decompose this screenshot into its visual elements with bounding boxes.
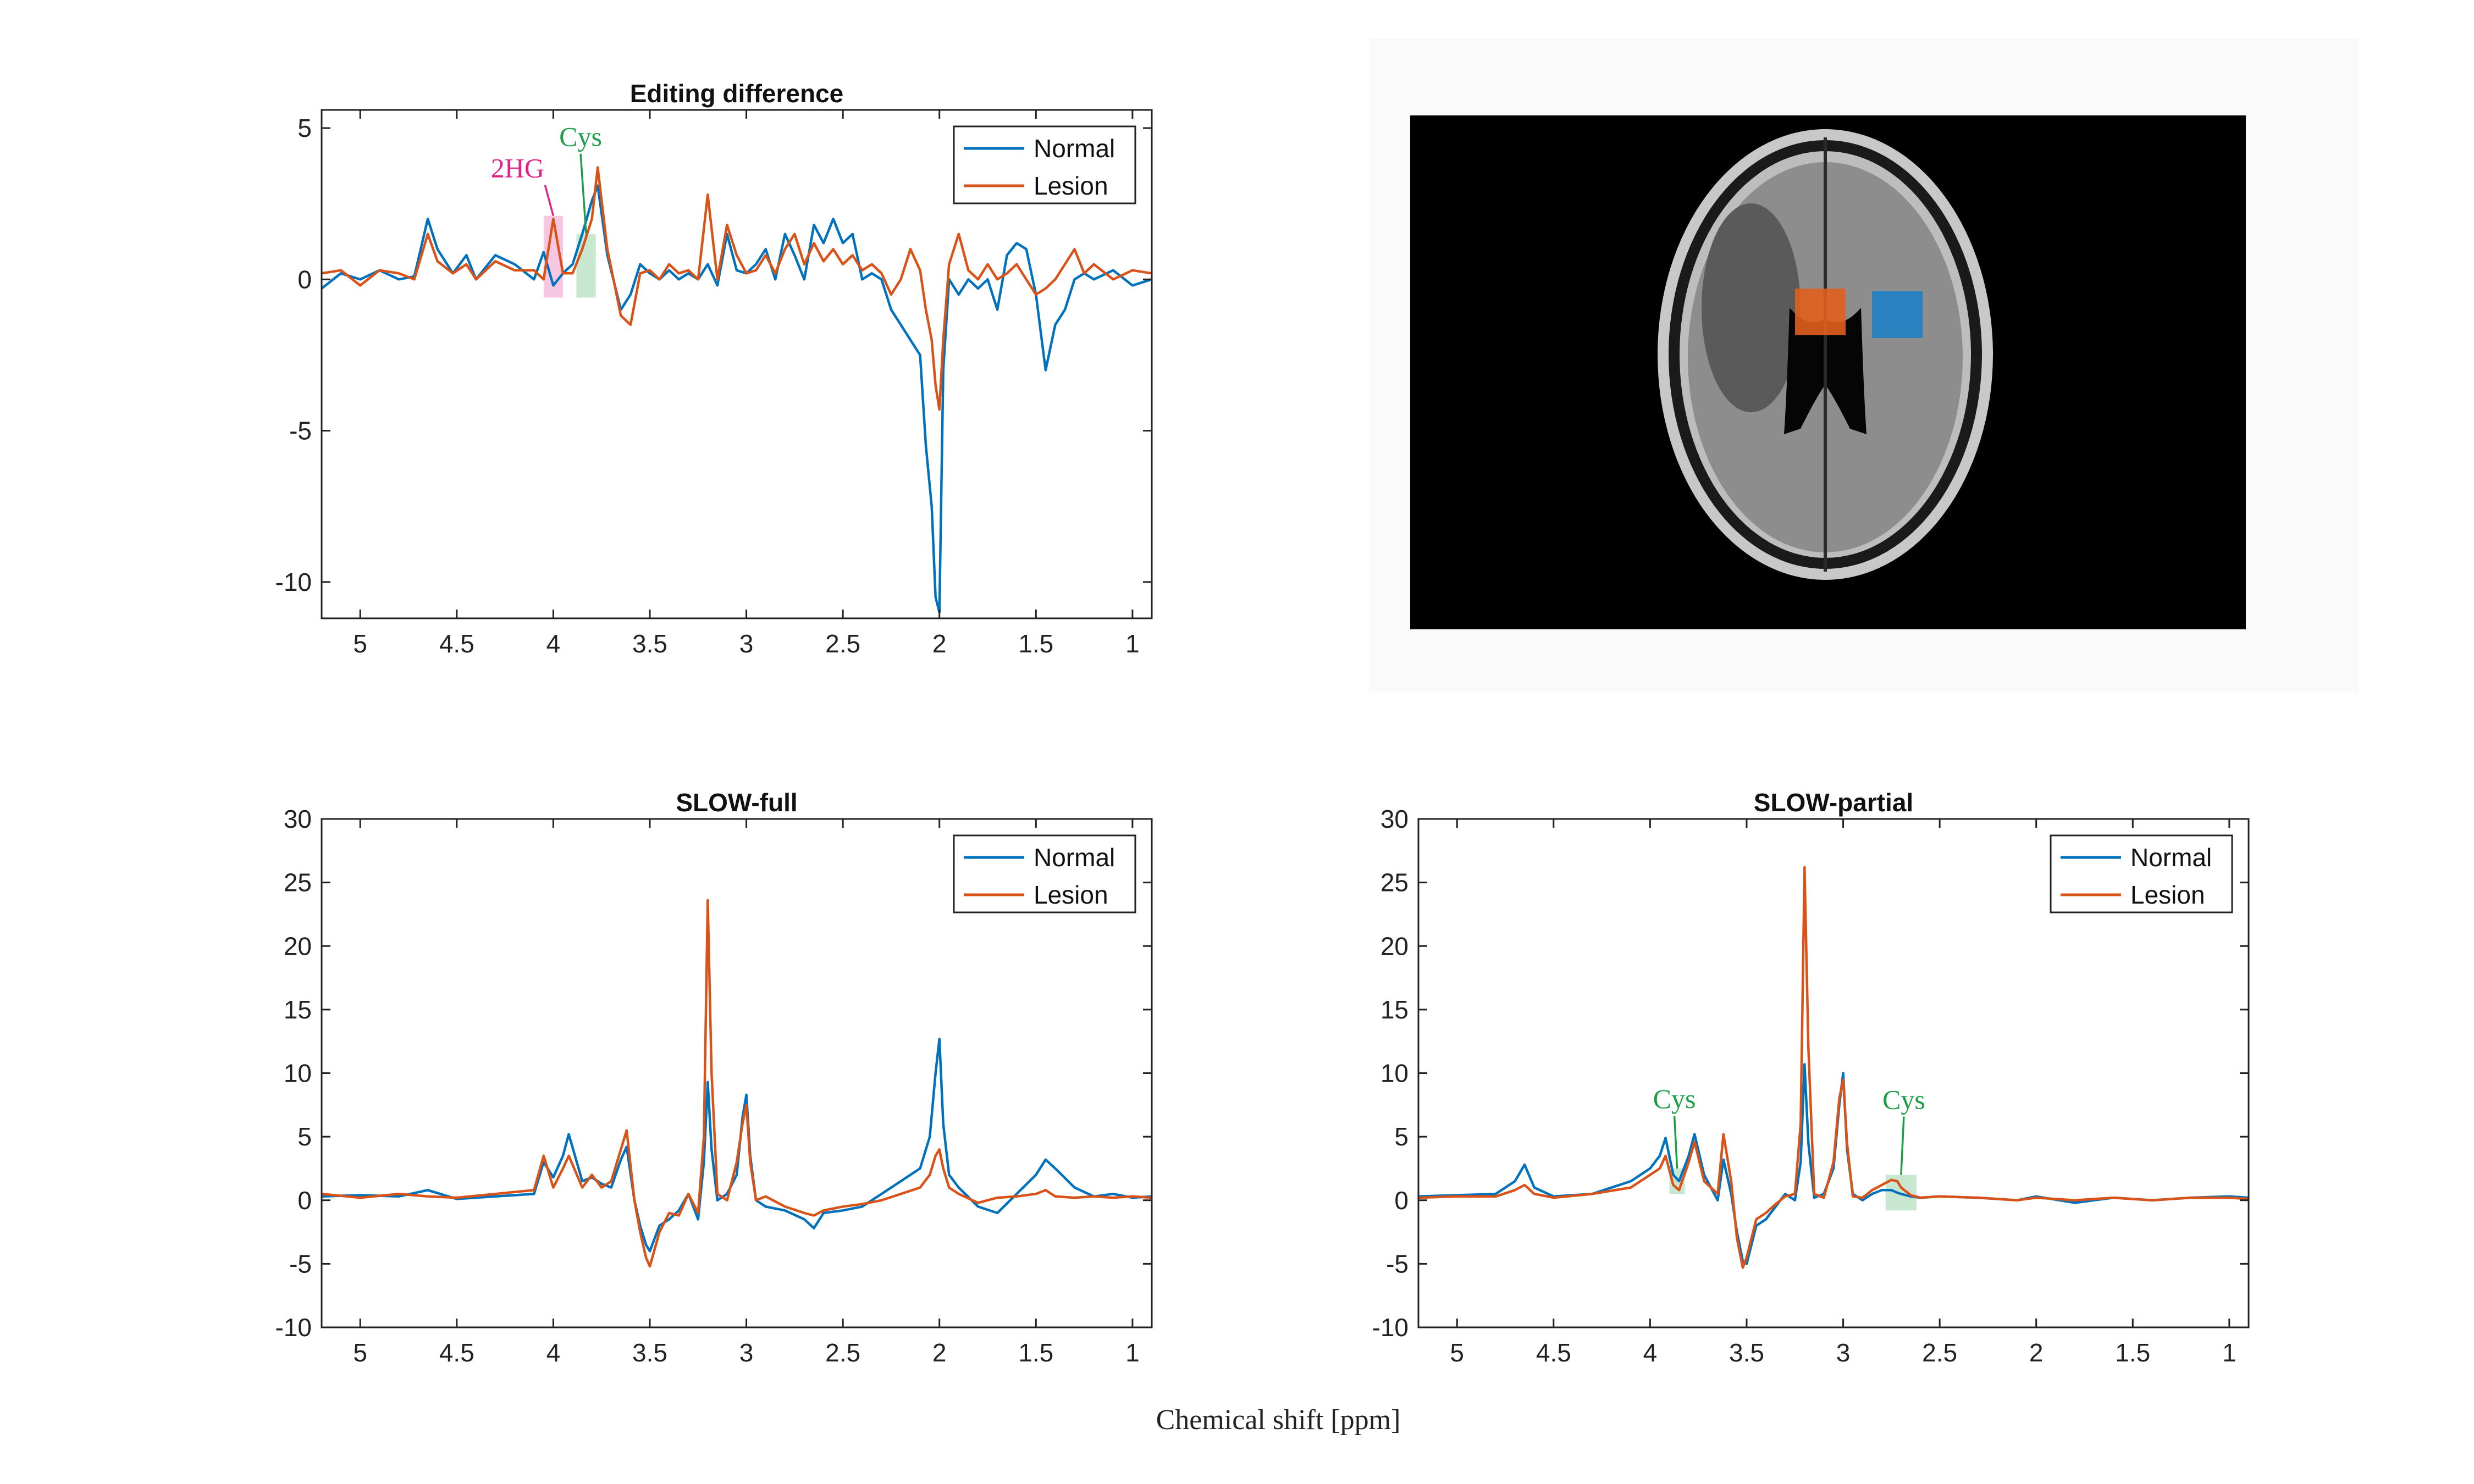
y-tick-label: 30 — [1380, 805, 1409, 833]
legend-label-lesion: Lesion — [1034, 881, 1108, 909]
x-tick-label: 3 — [739, 629, 754, 658]
cys-annotation: Cys — [1653, 1083, 1696, 1114]
y-tick-label: 25 — [284, 868, 312, 897]
x-tick-label: 5 — [353, 1338, 367, 1367]
x-tick-label: 4 — [1643, 1338, 1658, 1367]
y-tick-label: 15 — [284, 995, 312, 1024]
x-tick-label: 3.5 — [1729, 1338, 1764, 1367]
legend-label-normal: Normal — [1034, 134, 1115, 163]
x-tick-label: 2.5 — [825, 629, 860, 658]
y-tick-label: 10 — [1380, 1059, 1409, 1088]
x-tick-label: 4.5 — [439, 1338, 474, 1367]
2hg-leader-line — [544, 185, 555, 217]
y-tick-label: 5 — [297, 1122, 312, 1151]
brain-mri-icon — [1658, 129, 1993, 580]
2hg-annotation: 2HG — [491, 153, 544, 184]
legend: Normal Lesion — [953, 834, 1136, 913]
x-tick-label: 2 — [932, 1338, 947, 1367]
y-tick-label: 0 — [297, 265, 312, 294]
plot-frame — [321, 109, 1153, 619]
y-tick-label: 5 — [1394, 1122, 1409, 1151]
y-tick-label: -10 — [275, 568, 312, 596]
slow-full-chart: SLOW-full 5 4.5 4 3.5 3 2.5 2 1.5 1 30 25 20 15 10 5 0 -5… — [275, 788, 1153, 1367]
legend-label-lesion: Lesion — [1034, 171, 1108, 200]
y-tick-label: 30 — [284, 805, 312, 833]
legend-label-normal: Normal — [1034, 843, 1115, 872]
x-tick-label: 1 — [2222, 1338, 2236, 1367]
y-tick-label: -5 — [289, 417, 312, 445]
x-tick-label: 1 — [1125, 1338, 1140, 1367]
x-tick-label: 3 — [739, 1338, 754, 1367]
x-tick-label: 3.5 — [632, 1338, 667, 1367]
cys-annotation: Cys — [1882, 1084, 1925, 1115]
x-tick-label: 4 — [546, 1338, 561, 1367]
x-tick-label: 1.5 — [1018, 1338, 1053, 1367]
y-tick-label: 0 — [1394, 1186, 1409, 1215]
cys-leader-line — [1673, 1115, 1678, 1169]
legend-label-normal: Normal — [2130, 843, 2212, 872]
x-tick-label: 4.5 — [439, 629, 474, 658]
x-tick-label: 1.5 — [1018, 629, 1053, 658]
chart-title: SLOW-partial — [1754, 788, 1913, 817]
normal-roi — [1872, 291, 1923, 338]
y-tick-label: -10 — [1372, 1313, 1409, 1342]
y-tick-label: 20 — [284, 932, 312, 960]
brain-mri-image — [1369, 38, 2359, 693]
legend: Normal Lesion — [953, 125, 1136, 204]
editing-difference-chart: Editing difference 5 4.5 4 3.5 3 2.5 2 1.5 1 5 0 -5 -… — [275, 79, 1153, 658]
series-lesion — [1418, 866, 2249, 1269]
x-tick-label: 5 — [1450, 1338, 1464, 1367]
x-tick-label: 2.5 — [1922, 1338, 1957, 1367]
y-tick-label: -5 — [289, 1249, 312, 1278]
cys-leader-line — [579, 153, 587, 234]
y-tick-label: 15 — [1380, 995, 1409, 1024]
legend: Normal Lesion — [2050, 834, 2233, 913]
chart-title: Editing difference — [630, 79, 843, 108]
series-lesion — [321, 166, 1152, 411]
x-tick-label: 2.5 — [825, 1338, 860, 1367]
series-normal — [321, 184, 1152, 614]
x-tick-label: 1 — [1125, 629, 1140, 658]
slow-partial-chart: SLOW-partial 5 4.5 4 3.5 3 2.5 2 1.5 1 30 25 20 15 10 5… — [1372, 788, 2250, 1367]
lesion-roi — [1795, 289, 1846, 335]
x-tick-label: 1.5 — [2115, 1338, 2150, 1367]
x-tick-label: 4.5 — [1536, 1338, 1571, 1367]
x-tick-label: 2 — [932, 629, 947, 658]
cys-leader-line — [1900, 1116, 1905, 1175]
y-tick-label: -5 — [1386, 1249, 1409, 1278]
legend-label-lesion: Lesion — [2130, 881, 2205, 909]
x-tick-label: 4 — [546, 629, 561, 658]
y-tick-label: 10 — [284, 1059, 312, 1088]
x-tick-label: 2 — [2029, 1338, 2044, 1367]
x-tick-label: 3 — [1836, 1338, 1851, 1367]
y-tick-label: 5 — [297, 114, 312, 142]
chart-title: SLOW-full — [676, 788, 797, 817]
x-tick-label: 5 — [353, 629, 367, 658]
y-tick-label: 25 — [1380, 868, 1409, 897]
y-tick-label: 0 — [297, 1186, 312, 1215]
y-tick-label: 20 — [1380, 932, 1409, 960]
x-tick-label: 3.5 — [632, 629, 667, 658]
y-tick-label: -10 — [275, 1313, 312, 1342]
cys-annotation: Cys — [559, 121, 602, 152]
figure-xlabel: Chemical shift [ppm] — [1156, 1404, 1401, 1436]
series-lesion — [321, 899, 1152, 1268]
